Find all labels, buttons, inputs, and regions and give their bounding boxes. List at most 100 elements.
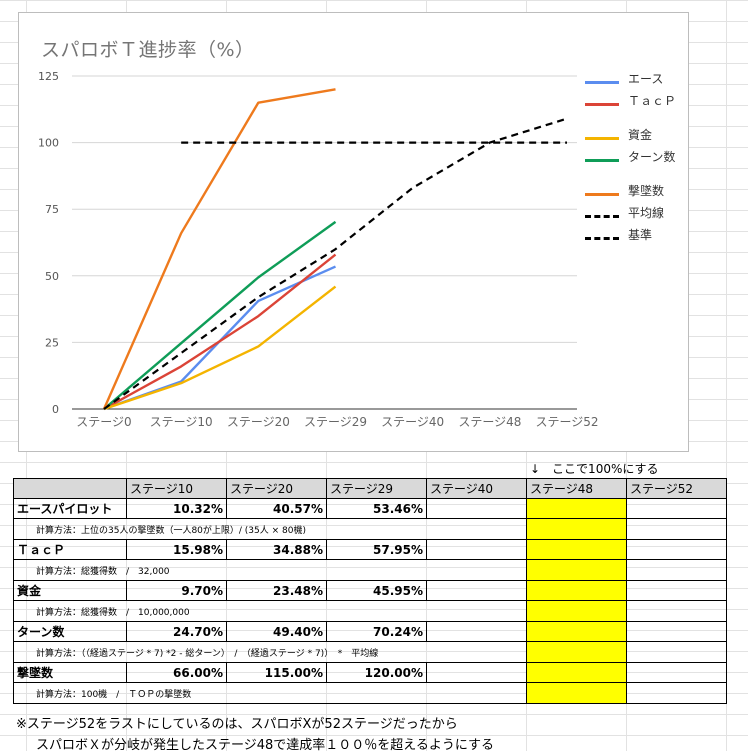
header-cell[interactable]: ステージ29	[326, 478, 427, 499]
empty-cell[interactable]	[626, 559, 727, 581]
value-cell[interactable]	[626, 498, 727, 519]
value-cell[interactable]	[626, 662, 727, 683]
highlight-cell[interactable]	[526, 600, 627, 622]
x-tick-label: ステージ0	[76, 415, 131, 429]
line-chart: 0 25 50 75 100 125 ステージ0 ステージ10 ステージ20 ステージ29 ステージ…	[38, 70, 599, 429]
row-name-cell[interactable]: 資金	[13, 580, 127, 601]
calc-method-row: 計算方法：総獲得数 / 10,000,000	[13, 600, 727, 622]
legend-swatch	[585, 159, 619, 162]
empty-cell[interactable]	[626, 518, 727, 540]
value-cell[interactable]	[626, 621, 727, 642]
table-row: ＴａｃＰ 15.98% 34.88% 57.95%	[13, 539, 727, 560]
value-cell[interactable]: 23.48%	[226, 580, 327, 601]
value-cell[interactable]	[426, 621, 527, 642]
legend-label: 資金	[628, 128, 653, 142]
highlight-cell[interactable]	[526, 682, 627, 704]
y-tick-label: 25	[45, 336, 59, 349]
value-cell[interactable]	[526, 498, 627, 519]
value-cell[interactable]: 49.40%	[226, 621, 327, 642]
value-cell[interactable]: 24.70%	[126, 621, 227, 642]
y-tick-label: 75	[45, 203, 59, 216]
empty-cell[interactable]	[426, 682, 527, 704]
progress-table: ステージ10 ステージ20 ステージ29 ステージ40 ステージ48 ステージ52 エースパ…	[13, 478, 727, 704]
value-cell[interactable]	[426, 580, 527, 601]
empty-cell[interactable]	[426, 641, 527, 663]
header-cell[interactable]: ステージ48	[526, 478, 627, 499]
value-cell[interactable]: 66.00%	[126, 662, 227, 683]
value-cell[interactable]	[426, 662, 527, 683]
value-cell[interactable]	[426, 539, 527, 560]
header-cell[interactable]: ステージ40	[426, 478, 527, 499]
value-cell[interactable]: 53.46%	[326, 498, 427, 519]
highlight-cell[interactable]	[526, 559, 627, 581]
table-header-row: ステージ10 ステージ20 ステージ29 ステージ40 ステージ48 ステージ52	[13, 478, 727, 499]
value-cell[interactable]	[526, 580, 627, 601]
highlight-cell[interactable]	[526, 518, 627, 540]
calc-method-row: 計算方法：100機 / ＴＯＰの撃墜数	[13, 682, 727, 704]
value-cell[interactable]: 9.70%	[126, 580, 227, 601]
series-line-0	[103, 265, 336, 411]
calc-method-cell[interactable]: 計算方法：上位の35人の撃墜数（一人80が上限）/ (35人 × 80機)	[13, 518, 427, 540]
row-name-cell[interactable]: ターン数	[13, 621, 127, 642]
highlight-cell[interactable]	[526, 641, 627, 663]
value-cell[interactable]: 34.88%	[226, 539, 327, 560]
row-name-cell[interactable]: ＴａｃＰ	[13, 539, 127, 560]
legend-label: エース	[628, 72, 664, 86]
header-cell[interactable]: ステージ10	[126, 478, 227, 499]
legend-item: 撃墜数	[585, 185, 685, 207]
table-row: 資金 9.70% 23.48% 45.95%	[13, 580, 727, 601]
chart-legend: エース ＴａｃＰ 資金 ターン数 撃墜数 平均線 基準	[585, 73, 685, 251]
x-tick-label: ステージ48	[458, 415, 521, 429]
calc-method-cell[interactable]: 計算方法：総獲得数 / 32,000	[13, 559, 427, 581]
value-cell[interactable]	[526, 539, 627, 560]
value-cell[interactable]: 45.95%	[326, 580, 427, 601]
empty-cell[interactable]	[626, 600, 727, 622]
table-row: ターン数 24.70% 49.40% 70.24%	[13, 621, 727, 642]
legend-item: エース	[585, 73, 685, 95]
legend-label: ターン数	[628, 150, 676, 164]
footnote-2: スパロボＸが分岐が発生したステージ48で達成率１００％を超えるようにする	[36, 738, 495, 753]
empty-cell[interactable]	[626, 682, 727, 704]
empty-cell[interactable]	[426, 518, 527, 540]
value-cell[interactable]	[526, 621, 627, 642]
calc-method-cell[interactable]: 計算方法：総獲得数 / 10,000,000	[13, 600, 427, 622]
calc-method-cell[interactable]: 計算方法：100機 / ＴＯＰの撃墜数	[13, 682, 427, 704]
header-cell[interactable]	[13, 478, 127, 499]
x-tick-label: ステージ10	[150, 415, 213, 429]
empty-cell[interactable]	[426, 559, 527, 581]
row-name-cell[interactable]: 撃墜数	[13, 662, 127, 683]
value-cell[interactable]: 120.00%	[326, 662, 427, 683]
empty-cell[interactable]	[426, 600, 527, 622]
legend-label: ＴａｃＰ	[628, 94, 677, 108]
chart-panel[interactable]: スパロボＴ進捗率（%） 0 25 50 75 100 125 ステージ0 ステージ10 ステージ…	[18, 12, 689, 452]
calc-method-cell[interactable]: 計算方法：（（経過ステージ * 7) *2 - 総ターン） / （経過ステージ …	[13, 641, 427, 663]
series-line-3	[103, 220, 337, 410]
header-cell[interactable]: ステージ52	[626, 478, 727, 499]
value-cell[interactable]: 70.24%	[326, 621, 427, 642]
value-cell[interactable]	[626, 580, 727, 601]
y-tick-label: 100	[38, 137, 59, 150]
series-line-5	[103, 117, 568, 410]
legend-swatch	[585, 193, 619, 196]
calc-method-row: 計算方法：総獲得数 / 32,000	[13, 559, 727, 581]
row-name-cell[interactable]: エースパイロット	[13, 498, 127, 519]
value-cell[interactable]: 10.32%	[126, 498, 227, 519]
series-line-2	[103, 285, 337, 411]
x-tick-label: ステージ20	[227, 415, 290, 429]
empty-cell[interactable]	[626, 641, 727, 663]
value-cell[interactable]	[526, 662, 627, 683]
value-cell[interactable]	[426, 498, 527, 519]
legend-swatch	[585, 215, 619, 218]
value-cell[interactable]: 57.95%	[326, 539, 427, 560]
legend-item: 基準	[585, 229, 685, 251]
legend-item: ターン数	[585, 151, 685, 185]
value-cell[interactable]	[626, 539, 727, 560]
value-cell[interactable]: 115.00%	[226, 662, 327, 683]
series-line-4	[102, 88, 336, 410]
x-tick-label: ステージ29	[304, 415, 367, 429]
legend-swatch	[585, 103, 619, 106]
table-row: エースパイロット 10.32% 40.57% 53.46%	[13, 498, 727, 519]
value-cell[interactable]: 40.57%	[226, 498, 327, 519]
value-cell[interactable]: 15.98%	[126, 539, 227, 560]
header-cell[interactable]: ステージ20	[226, 478, 327, 499]
